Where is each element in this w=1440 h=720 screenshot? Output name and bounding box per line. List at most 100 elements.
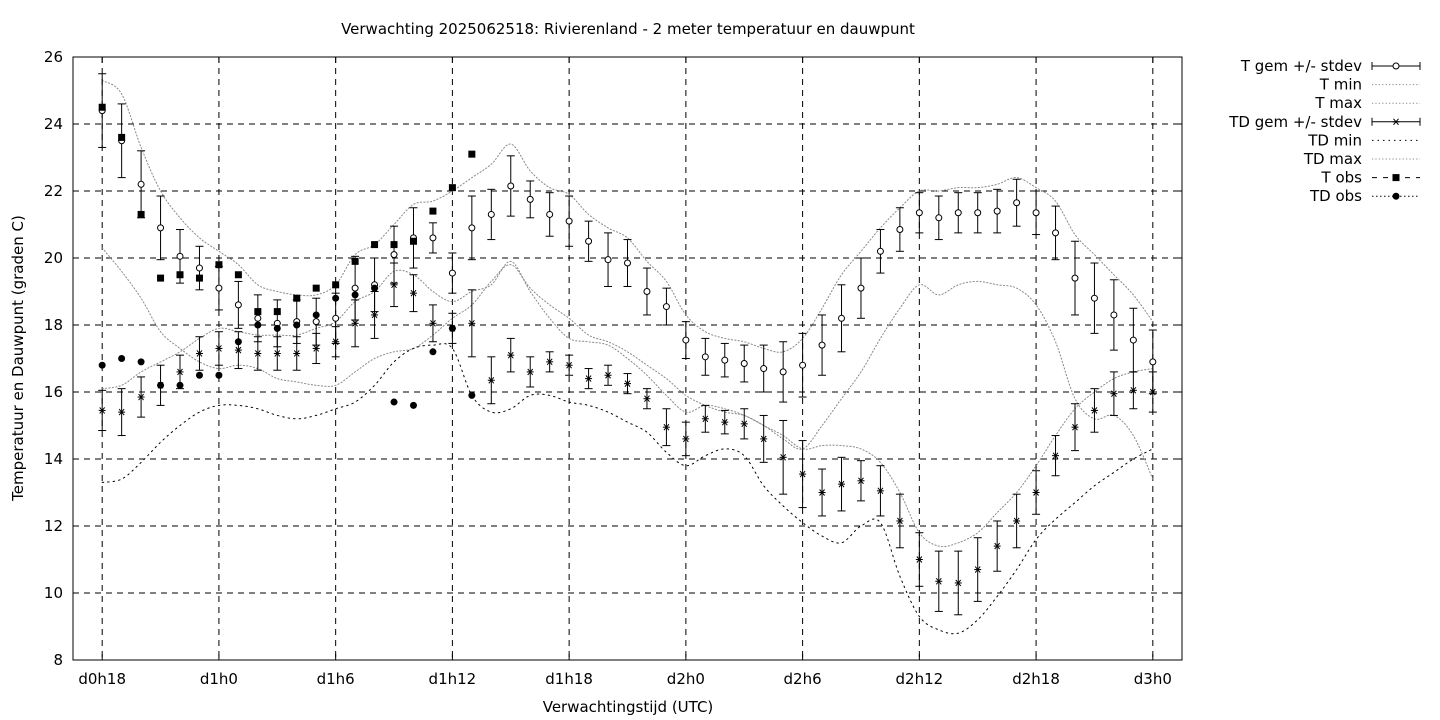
- data-point: [429, 234, 437, 242]
- x-tick-label: d2h0: [667, 670, 705, 688]
- data-point: [1032, 209, 1040, 217]
- data-point: [1129, 336, 1137, 344]
- data-point: [974, 566, 982, 573]
- data-point: [604, 371, 612, 379]
- star-stroke: [663, 423, 670, 431]
- data-point: [1013, 517, 1021, 525]
- data-point: [273, 350, 281, 357]
- data-point: [371, 241, 379, 249]
- data-point: [1052, 229, 1060, 237]
- star-stroke: [430, 320, 436, 327]
- legend-item: T max: [1314, 94, 1420, 112]
- star-stroke: [1033, 489, 1039, 496]
- data-point: [915, 209, 923, 217]
- grid: [73, 57, 1182, 660]
- data-point: [1090, 294, 1098, 302]
- star-stroke: [196, 350, 203, 357]
- chart-title: Verwachting 2025062518: Rivierenland - 2…: [341, 20, 915, 38]
- x-tick-label: d1h12: [429, 670, 477, 688]
- data-point: [818, 489, 826, 496]
- x-tick-label: d2h18: [1012, 670, 1060, 688]
- legend-label: TD gem +/- stdev: [1228, 113, 1362, 131]
- y-tick-label: 18: [44, 316, 63, 334]
- y-axis-label: Temperatuur en Dauwpunt (graden C): [9, 215, 27, 502]
- data-point: [293, 294, 301, 302]
- data-point: [273, 308, 281, 316]
- data-point: [526, 368, 534, 376]
- data-point: [760, 435, 768, 443]
- data-point: [624, 380, 631, 387]
- legend-marker: [1392, 118, 1400, 126]
- data-point: [838, 314, 846, 322]
- star-stroke: [410, 289, 417, 297]
- data-point: [1071, 274, 1079, 282]
- data-point: [215, 284, 223, 292]
- star-stroke: [99, 407, 106, 414]
- x-tick-label: d1h6: [317, 670, 355, 688]
- data-point: [507, 182, 515, 190]
- data-point: [215, 345, 223, 352]
- data-point: [254, 314, 262, 322]
- data-point: [176, 271, 184, 279]
- data-point: [585, 237, 593, 245]
- star-stroke: [838, 480, 845, 488]
- star-stroke: [527, 368, 534, 376]
- data-point: [390, 281, 398, 289]
- data-point: [234, 338, 242, 346]
- star-stroke: [760, 435, 767, 443]
- star-stroke: [488, 376, 495, 384]
- data-point: [565, 361, 573, 369]
- data-point: [896, 517, 904, 525]
- star-stroke: [935, 577, 942, 585]
- star-stroke: [216, 345, 222, 352]
- data-point: [448, 324, 456, 332]
- data-point: [935, 577, 943, 585]
- star-stroke: [916, 556, 923, 563]
- data-point: [701, 353, 709, 361]
- data-point: [195, 264, 203, 272]
- data-point: [701, 415, 709, 423]
- data-point: [137, 210, 145, 218]
- star-stroke: [254, 350, 261, 357]
- data-point: [157, 274, 165, 282]
- legend-label: T max: [1314, 94, 1362, 112]
- x-tick-label: d1h0: [200, 670, 238, 688]
- data-point: [234, 301, 242, 309]
- data-point: [371, 311, 379, 319]
- star-stroke: [682, 435, 689, 443]
- data-point: [1090, 407, 1098, 414]
- legend-item: TD gem +/- stdev: [1228, 113, 1421, 131]
- data-point: [993, 542, 1001, 550]
- star-stroke: [858, 477, 864, 485]
- data-point: [118, 408, 126, 416]
- data-point: [526, 195, 534, 203]
- data-point: [468, 320, 476, 327]
- star-stroke: [877, 487, 884, 495]
- data-point: [935, 214, 943, 222]
- data-point: [565, 217, 573, 225]
- data-point: [760, 365, 768, 373]
- star-stroke: [293, 350, 300, 357]
- data-point: [409, 289, 417, 297]
- data-point: [546, 210, 554, 218]
- data-point: [1149, 388, 1157, 396]
- star-stroke: [313, 345, 320, 352]
- data-point: [818, 341, 826, 349]
- star-stroke: [741, 420, 748, 428]
- legend-label: TD max: [1303, 150, 1362, 168]
- data-point: [273, 324, 281, 332]
- data-point: [98, 361, 106, 369]
- star-stroke: [974, 566, 981, 573]
- data-point: [954, 579, 962, 587]
- data-point: [254, 321, 262, 329]
- legend-label: T min: [1319, 76, 1362, 94]
- star-stroke: [721, 418, 728, 426]
- star-stroke: [138, 393, 144, 401]
- data-point: [176, 381, 184, 389]
- star-stroke: [391, 281, 397, 289]
- data-point: [721, 356, 729, 364]
- legend-label: TD min: [1307, 131, 1362, 149]
- star-stroke: [585, 375, 592, 382]
- y-tick-label: 26: [44, 48, 63, 66]
